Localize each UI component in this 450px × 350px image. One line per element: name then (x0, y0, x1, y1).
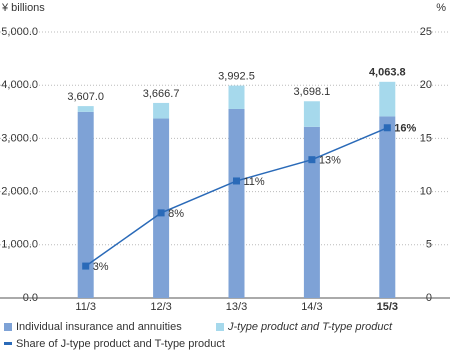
y2-tick-label: 15 (420, 132, 432, 144)
data-label: 8% (168, 208, 184, 220)
bar-segment (228, 85, 245, 109)
data-label: 13% (319, 155, 341, 167)
x-tick-label: 11/3 (75, 301, 96, 313)
y2-tick-label: 5 (426, 239, 432, 251)
legend-label: Individual insurance and annuities (16, 321, 182, 333)
bar-segment (303, 126, 320, 299)
bar-segment (228, 108, 245, 298)
bar-segment (303, 101, 320, 127)
legend-swatch (216, 323, 224, 331)
bar-segment (379, 116, 396, 298)
line-marker (157, 209, 165, 217)
bar-segment (77, 106, 94, 112)
bar-segment (153, 102, 170, 119)
x-tick-label: 12/3 (150, 301, 171, 313)
total-label: 3,666.7 (143, 88, 180, 100)
data-label: 16% (394, 123, 416, 135)
bar-segment (379, 81, 396, 117)
line-marker (233, 177, 240, 185)
y2-axis-label: % (436, 2, 446, 14)
y-tick-label: 4,000.0 (1, 79, 38, 91)
total-label: 3,698.1 (294, 86, 331, 98)
x-tick-label: 13/3 (226, 301, 247, 313)
x-tick-label: 15/3 (377, 301, 398, 313)
total-label: 3,607.0 (67, 91, 104, 103)
y2-tick-label: 20 (420, 79, 432, 91)
total-label: 4,063.8 (369, 67, 406, 79)
legend-label: J-type product and T-type product (227, 321, 393, 333)
data-label: 3% (93, 261, 109, 273)
y2-tick-label: 10 (420, 186, 432, 198)
legend-label: Share of J-type product and T-type produ… (16, 338, 225, 350)
bar-segment (153, 118, 170, 298)
y-axis-label: ¥ billions (1, 2, 45, 14)
line-marker (308, 156, 316, 164)
y-tick-label: 2,000.0 (1, 186, 38, 198)
line-marker (82, 262, 90, 270)
legend-swatch (4, 342, 12, 345)
y-tick-label: 5,000.0 (1, 26, 38, 38)
bar-segment (77, 111, 94, 299)
total-label: 3,992.5 (218, 71, 255, 83)
line-marker (383, 124, 391, 132)
data-label: 11% (244, 176, 265, 188)
y-tick-label: 3,000.0 (1, 132, 38, 144)
x-tick-label: 14/3 (301, 301, 322, 313)
y-tick-label: 1,000.0 (1, 239, 38, 251)
y2-tick-label: 25 (420, 26, 432, 38)
legend-swatch (4, 323, 12, 331)
